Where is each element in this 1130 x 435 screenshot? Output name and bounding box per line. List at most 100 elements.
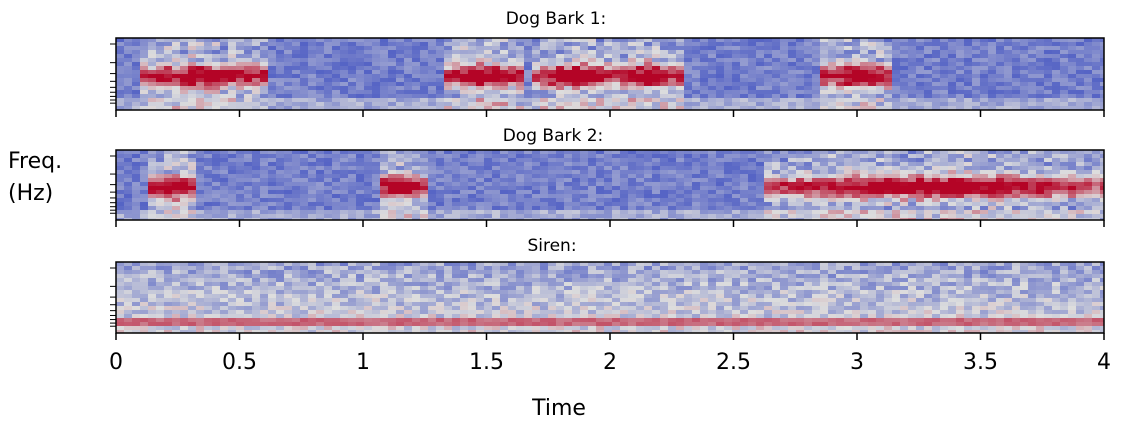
spectrogram-cell xyxy=(548,198,556,202)
spectrogram-cell xyxy=(452,170,460,174)
spectrogram-cell xyxy=(556,78,564,82)
spectrogram-cell xyxy=(764,82,772,86)
spectrogram-cell xyxy=(460,210,468,214)
spectrogram-cell xyxy=(908,190,916,194)
spectrogram-cell xyxy=(1052,154,1060,158)
spectrogram-cell xyxy=(236,62,244,66)
spectrogram-cell xyxy=(1076,186,1084,190)
spectrogram-cell xyxy=(828,58,836,62)
spectrogram-cell xyxy=(932,202,940,206)
spectrogram-cell xyxy=(276,98,284,102)
spectrogram-cell xyxy=(844,42,852,46)
spectrogram-cell xyxy=(788,46,796,50)
spectrogram-cell xyxy=(940,162,948,166)
spectrogram-cell xyxy=(1036,150,1044,154)
spectrogram-cell xyxy=(340,106,348,110)
spectrogram-cell xyxy=(164,282,172,286)
spectrogram-cell xyxy=(804,154,812,158)
spectrogram-cell xyxy=(644,218,652,220)
spectrogram-cell xyxy=(356,42,364,46)
spectrogram-cell xyxy=(380,154,388,158)
spectrogram-cell xyxy=(820,58,828,62)
spectrogram-cell xyxy=(364,190,372,194)
spectrogram-cell xyxy=(188,86,196,90)
spectrogram-cell xyxy=(980,74,988,78)
spectrogram-cell xyxy=(292,190,300,194)
spectrogram-cell xyxy=(508,206,516,210)
spectrogram-cell xyxy=(140,310,148,314)
spectrogram-cell xyxy=(156,262,164,266)
spectrogram-cell xyxy=(132,278,140,282)
spectrogram-cell xyxy=(1060,182,1068,186)
spectrogram-cell xyxy=(732,170,740,174)
spectrogram-cell xyxy=(132,186,140,190)
spectrogram-cell xyxy=(732,190,740,194)
spectrogram-cell xyxy=(668,218,676,220)
spectrogram-cell xyxy=(916,186,924,190)
spectrogram-cell xyxy=(788,214,796,218)
spectrogram-cell xyxy=(180,306,188,310)
spectrogram-cell xyxy=(1060,54,1068,58)
spectrogram-cell xyxy=(716,182,724,186)
spectrogram-cell xyxy=(948,198,956,202)
spectrogram-cell xyxy=(876,94,884,98)
spectrogram-cell xyxy=(956,194,964,198)
spectrogram-cell xyxy=(580,70,588,74)
spectrogram-cell xyxy=(300,94,308,98)
spectrogram-cell xyxy=(572,58,580,62)
spectrogram-cell xyxy=(996,94,1004,98)
spectrogram-cell xyxy=(860,166,868,170)
spectrogram-cell xyxy=(436,94,444,98)
spectrogram-cell xyxy=(700,58,708,62)
spectrogram-cell xyxy=(916,62,924,66)
spectrogram-cell xyxy=(1036,66,1044,70)
spectrogram-cell xyxy=(132,210,140,214)
spectrogram-cell xyxy=(492,46,500,50)
spectrogram-cell xyxy=(820,78,828,82)
spectrogram-cell xyxy=(348,214,356,218)
spectrogram-cell xyxy=(612,82,620,86)
spectrogram-cell xyxy=(908,158,916,162)
spectrogram-cell xyxy=(188,106,196,110)
spectrogram-cell xyxy=(932,158,940,162)
spectrogram-cell xyxy=(444,82,452,86)
spectrogram-cell xyxy=(868,154,876,158)
spectrogram-cell xyxy=(500,198,508,202)
spectrogram-cell xyxy=(316,326,324,330)
spectrogram-cell xyxy=(1084,206,1092,210)
spectrogram-cell xyxy=(612,38,620,42)
spectrogram-cell xyxy=(444,102,452,106)
spectrogram-cell xyxy=(700,38,708,42)
spectrogram-cell xyxy=(140,82,148,86)
spectrogram-cell xyxy=(236,70,244,74)
spectrogram-cell xyxy=(492,70,500,74)
spectrogram-cell xyxy=(940,158,948,162)
spectrogram-cell xyxy=(196,318,204,322)
spectrogram-cell xyxy=(956,98,964,102)
spectrogram-cell xyxy=(636,102,644,106)
spectrogram-cell xyxy=(556,42,564,46)
spectrogram-cell xyxy=(500,178,508,182)
spectrogram-cell xyxy=(196,194,204,198)
spectrogram-cell xyxy=(604,174,612,178)
spectrogram-cell xyxy=(292,210,300,214)
spectrogram-cell xyxy=(460,38,468,42)
spectrogram-cell xyxy=(820,50,828,54)
spectrogram-cell xyxy=(1052,106,1060,110)
spectrogram-cell xyxy=(532,94,540,98)
spectrogram-cell xyxy=(916,198,924,202)
spectrogram-cell xyxy=(1052,38,1060,42)
spectrogram-cell xyxy=(1044,150,1052,154)
spectrogram-cell xyxy=(732,150,740,154)
spectrogram-cell xyxy=(708,50,716,54)
spectrogram-cell xyxy=(844,70,852,74)
spectrogram-cell xyxy=(484,46,492,50)
spectrogram-cell xyxy=(764,198,772,202)
spectrogram-cell xyxy=(148,54,156,58)
spectrogram-cell xyxy=(140,66,148,70)
spectrogram-cell xyxy=(156,102,164,106)
spectrogram-cell xyxy=(724,102,732,106)
spectrogram-cell xyxy=(564,106,572,110)
spectrogram-cell xyxy=(956,210,964,214)
spectrogram-cell xyxy=(452,194,460,198)
